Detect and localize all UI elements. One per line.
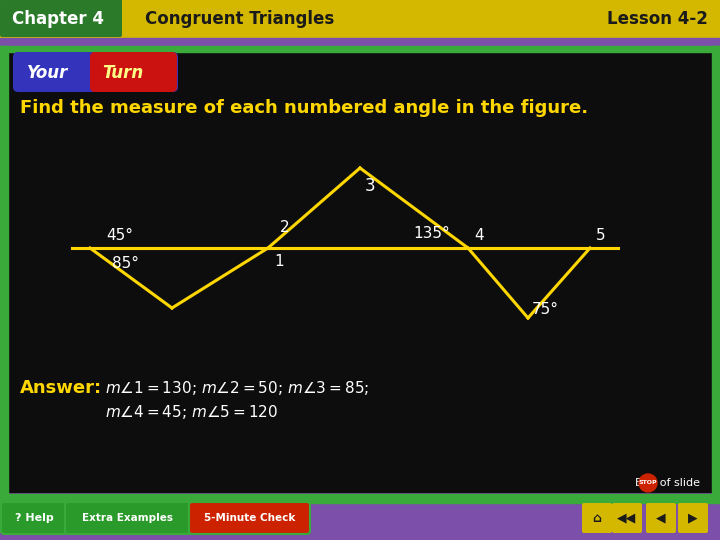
Text: 2: 2 [280,220,289,235]
Text: ◀: ◀ [656,511,666,524]
Text: End of slide: End of slide [635,478,700,488]
Text: Chapter 4: Chapter 4 [12,10,104,28]
Bar [0,46,720,52]
Text: ⌂: ⌂ [593,511,601,524]
Bar [0,38,720,46]
Bar [0,494,720,500]
Text: Answer:: Answer: [20,379,102,397]
FancyBboxPatch shape [90,52,177,92]
Text: Your: Your [27,64,68,82]
FancyBboxPatch shape [0,0,122,37]
Text: Extra Examples: Extra Examples [83,513,174,523]
Text: ▶: ▶ [688,511,698,524]
Text: Lesson 4-2: Lesson 4-2 [607,10,708,28]
Circle shape [639,474,657,492]
Bar [712,46,720,494]
Text: 75°: 75° [532,302,559,318]
FancyBboxPatch shape [13,52,178,92]
Text: $m\angle1 = 130$; $m\angle2 = 50$; $m\angle3 = 85$;: $m\angle1 = 130$; $m\angle2 = 50$; $m\an… [105,379,369,397]
FancyBboxPatch shape [189,502,310,534]
FancyBboxPatch shape [678,503,708,533]
FancyBboxPatch shape [65,502,191,534]
Text: 1: 1 [274,254,284,269]
Text: 5-Minute Check: 5-Minute Check [204,513,295,523]
Text: Congruent Triangles: Congruent Triangles [145,10,334,28]
FancyBboxPatch shape [646,503,676,533]
Text: 3: 3 [365,177,376,195]
Text: 45°: 45° [106,228,133,244]
Text: 5: 5 [596,227,606,242]
Text: ? Help: ? Help [14,513,53,523]
FancyBboxPatch shape [612,503,642,533]
FancyBboxPatch shape [1,502,67,534]
Bar [0,0,720,38]
Text: Find the measure of each numbered angle in the figure.: Find the measure of each numbered angle … [20,99,588,117]
Text: 85°: 85° [112,256,139,272]
Text: Turn: Turn [102,64,143,82]
FancyBboxPatch shape [582,503,612,533]
Text: ◀◀: ◀◀ [617,511,636,524]
Bar [0,46,8,494]
Text: 135°: 135° [413,226,450,240]
Text: 4: 4 [474,227,484,242]
Text: $m\angle4 = 45$; $m\angle5 = 120$: $m\angle4 = 45$; $m\angle5 = 120$ [105,403,279,421]
Bar [0,500,720,540]
Bar [95,57,105,87]
Text: STOP: STOP [639,481,657,485]
Bar [0,498,720,503]
Bar [8,52,712,492]
